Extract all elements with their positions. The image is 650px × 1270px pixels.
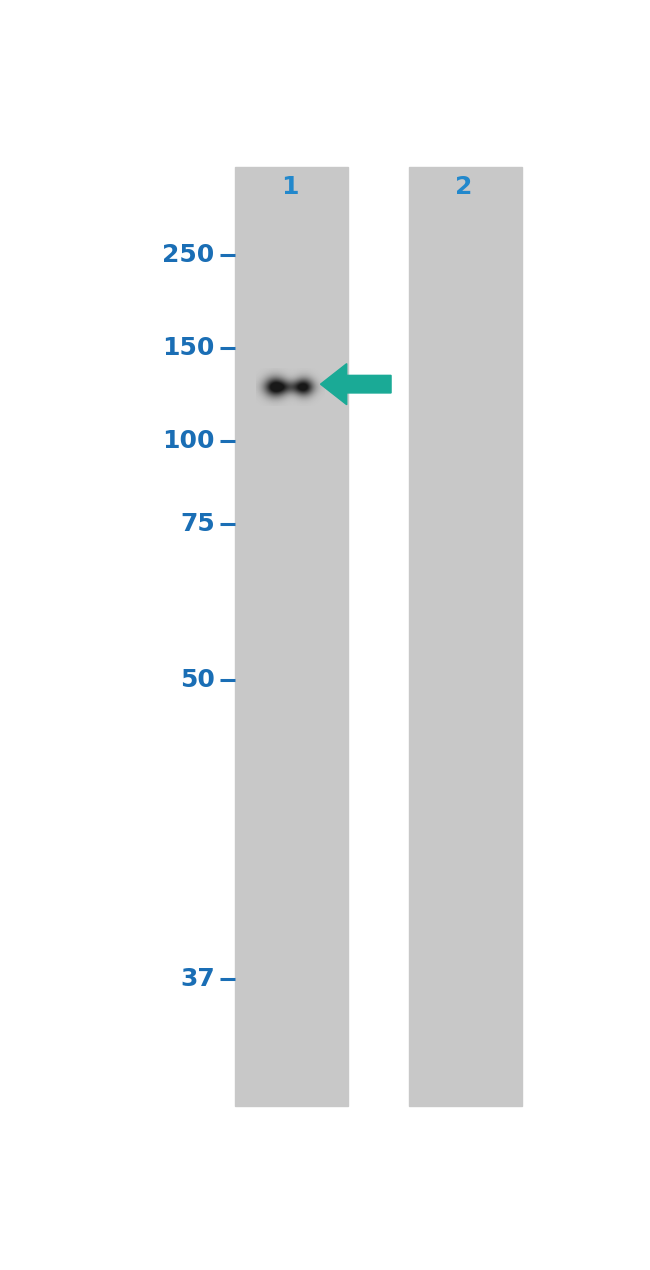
Bar: [409, 168, 522, 1106]
Text: 37: 37: [180, 966, 214, 991]
Text: 50: 50: [180, 668, 214, 692]
Text: 1: 1: [281, 175, 299, 198]
Text: 250: 250: [162, 243, 214, 267]
Text: 150: 150: [162, 337, 214, 359]
Text: 2: 2: [456, 175, 473, 198]
FancyArrow shape: [320, 363, 391, 405]
Text: 100: 100: [162, 429, 214, 453]
Bar: [235, 168, 348, 1106]
Text: 75: 75: [180, 512, 214, 536]
